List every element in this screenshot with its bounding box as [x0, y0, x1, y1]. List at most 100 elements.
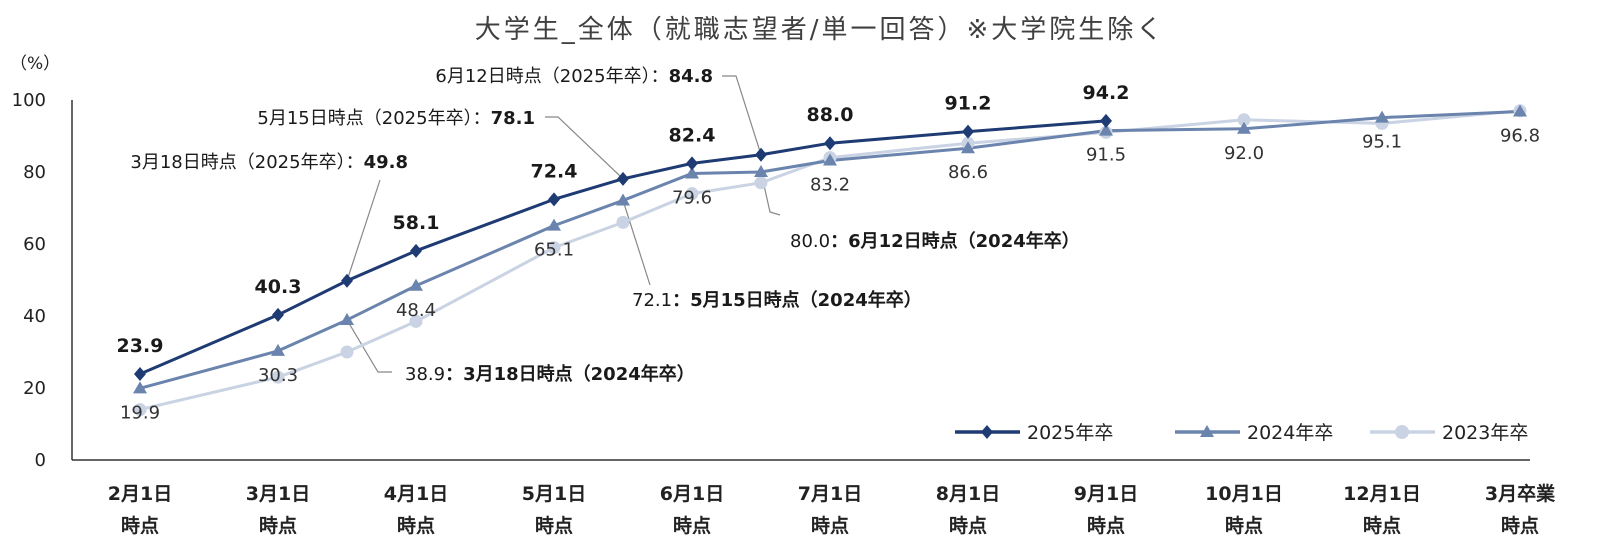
marker-2023年卒-11	[1237, 113, 1251, 127]
data-label-2024-9: 95.1	[1362, 132, 1402, 153]
marker-2023年卒-1	[271, 370, 285, 384]
callout-label-5: 80.0：6月12日時点（2024年卒）	[790, 230, 1080, 252]
legend-label-2025年卒: 2025年卒	[1027, 422, 1113, 444]
legend-marker-2025年卒	[981, 425, 993, 439]
data-label-2025-2: 58.1	[393, 212, 440, 234]
marker-2024年卒-9	[961, 141, 975, 154]
y-tick-labels: 0 20 40 60 80 100	[12, 90, 46, 471]
marker-2024年卒-3	[409, 278, 423, 291]
legend: 2025年卒 2024年卒 2023年卒	[955, 422, 1528, 444]
marker-2025年卒-1	[272, 307, 284, 322]
marker-2024年卒-5	[616, 193, 630, 206]
x-tick-label-4: 6月1日時点	[660, 483, 724, 537]
marker-2024年卒-7	[754, 165, 768, 177]
y-tick-label-100: 100	[12, 90, 46, 111]
data-label-2025-0: 23.9	[117, 335, 164, 357]
marker-2023年卒-5	[616, 215, 630, 229]
marker-2024年卒-12	[1375, 110, 1389, 123]
callout-leader-0	[346, 179, 381, 281]
y-tick-label-20: 20	[23, 378, 46, 399]
callout-leader-2	[722, 75, 762, 155]
callout-label-0: 3月18日時点（2025年卒）：49.8	[130, 152, 408, 173]
x-tick-label-0: 2月1日時点	[108, 483, 172, 537]
data-label-2024-0: 19.9	[120, 402, 160, 423]
marker-2024年卒-8	[823, 153, 837, 166]
y-tick-label-60: 60	[23, 234, 46, 255]
x-tick-label-1: 3月1日時点	[246, 483, 310, 537]
marker-2024年卒-4	[547, 218, 561, 231]
data-label-2024-6: 86.6	[948, 162, 988, 183]
x-tick-label-7: 9月1日時点	[1074, 483, 1138, 537]
callout-label-3: 38.9：3月18日時点（2024年卒）	[405, 363, 695, 385]
callout-labels: 3月18日時点（2025年卒）：49.8 5月15日時点（2025年卒）：78.1…	[130, 66, 1079, 385]
callout-leader-3	[346, 319, 392, 373]
marker-2024年卒-0	[133, 381, 147, 394]
marker-2025年卒-0	[134, 366, 146, 381]
data-label-2024-3: 65.1	[534, 240, 574, 261]
x-tick-label-5: 7月1日時点	[798, 483, 862, 537]
marker-2023年卒-6	[685, 187, 699, 201]
marker-2023年卒-4	[547, 241, 561, 255]
y-tick-label-40: 40	[23, 306, 46, 327]
marker-2024年卒-1	[271, 343, 285, 356]
marker-2025年卒-10	[1100, 113, 1112, 128]
callout-leader-4	[622, 200, 651, 286]
marker-2023年卒-0	[133, 403, 147, 417]
data-label-2024-2: 48.4	[396, 300, 436, 321]
marker-2025年卒-8	[824, 136, 836, 151]
data-label-2025-7: 94.2	[1083, 82, 1130, 104]
marker-2023年卒-2	[340, 345, 354, 359]
marker-2025年卒-5	[617, 171, 629, 186]
axes	[71, 100, 1530, 461]
marker-2025年卒-4	[548, 192, 560, 207]
marker-2025年卒-2	[341, 273, 353, 288]
marker-2024年卒-2	[340, 312, 354, 325]
marker-2024年卒-13	[1513, 104, 1527, 117]
legend-marker-2024年卒	[1200, 425, 1214, 437]
callout-label-1: 5月15日時点（2025年卒）：78.1	[257, 108, 535, 129]
data-label-2024-10: 96.8	[1500, 126, 1540, 147]
callout-leader-lines	[346, 75, 781, 373]
x-tick-label-8: 10月1日時点	[1205, 483, 1283, 537]
marker-2025年卒-3	[410, 243, 422, 258]
series-line-2023年卒	[139, 109, 1521, 412]
marker-2023年卒-7	[754, 176, 768, 190]
data-label-2024-4: 79.6	[672, 187, 712, 208]
marker-2023年卒-3	[409, 314, 423, 328]
x-tick-label-6: 8月1日時点	[936, 483, 1000, 537]
x-tick-label-3: 5月1日時点	[522, 483, 586, 537]
marker-2024年卒-11	[1237, 121, 1251, 134]
y-tick-label-80: 80	[23, 162, 46, 183]
data-label-2025-5: 88.0	[807, 104, 854, 126]
y-tick-label-0: 0	[35, 450, 46, 471]
marker-2024年卒-6	[685, 166, 699, 179]
x-tick-labels: 2月1日時点 3月1日時点 4月1日時点 5月1日時点 6月1日時点 7月1日時点 8月1日…	[108, 482, 1556, 537]
marker-2025年卒-7	[755, 147, 767, 162]
marker-2024年卒-10	[1099, 123, 1113, 136]
data-label-2025-6: 91.2	[945, 93, 992, 115]
x-tick-label-9: 12月1日時点	[1343, 483, 1421, 537]
legend-marker-2023年卒	[1395, 425, 1409, 439]
legend-label-2023年卒: 2023年卒	[1442, 422, 1528, 444]
legend-label-2024年卒: 2024年卒	[1247, 422, 1333, 444]
marker-2025年卒-9	[962, 124, 974, 139]
callout-leader-1	[545, 116, 624, 180]
marker-2025年卒-6	[686, 156, 698, 171]
x-tick-label-10: 3月卒業時点	[1485, 482, 1556, 537]
y-axis-unit: （%）	[10, 54, 60, 74]
chart-title: 大学生_全体（就職志望者/単一回答）※大学院生除く	[475, 15, 1166, 45]
series-markers	[133, 104, 1527, 417]
data-label-2024-7: 91.5	[1086, 145, 1126, 166]
data-label-2024-5: 83.2	[810, 174, 850, 195]
data-label-2025-3: 72.4	[531, 160, 578, 182]
data-label-2025-4: 82.4	[669, 124, 716, 146]
callout-label-4: 72.1：5月15日時点（2024年卒）	[632, 289, 922, 311]
x-tick-label-2: 4月1日時点	[384, 483, 448, 537]
series-line-2024年卒	[139, 110, 1521, 390]
data-label-2024-1: 30.3	[258, 365, 298, 386]
data-labels: 23.9 40.3 58.1 72.4 82.4 88.0 91.2 94.2 19.9 30.3…	[117, 82, 1540, 423]
data-label-2025-1: 40.3	[255, 276, 302, 298]
callout-label-2: 6月12日時点（2025年卒）：84.8	[435, 66, 713, 87]
data-label-2024-8: 92.0	[1224, 143, 1264, 164]
